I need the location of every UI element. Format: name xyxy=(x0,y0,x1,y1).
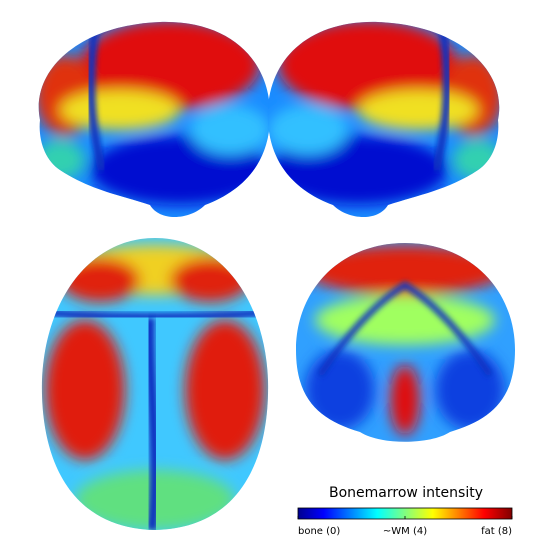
skull-top xyxy=(41,238,269,530)
tick-label: fat (8) xyxy=(481,526,512,537)
colorbar-ticks: bone (0) ~WM (4) fat (8) xyxy=(297,516,513,537)
skull-lateral-right xyxy=(267,21,500,218)
tick-label: ~WM (4) xyxy=(383,526,427,537)
colorbar-title: Bonemarrow intensity xyxy=(329,485,483,501)
skull-lateral-left xyxy=(38,21,271,218)
tick-label: bone (0) xyxy=(298,526,340,537)
skull-back xyxy=(296,243,515,442)
